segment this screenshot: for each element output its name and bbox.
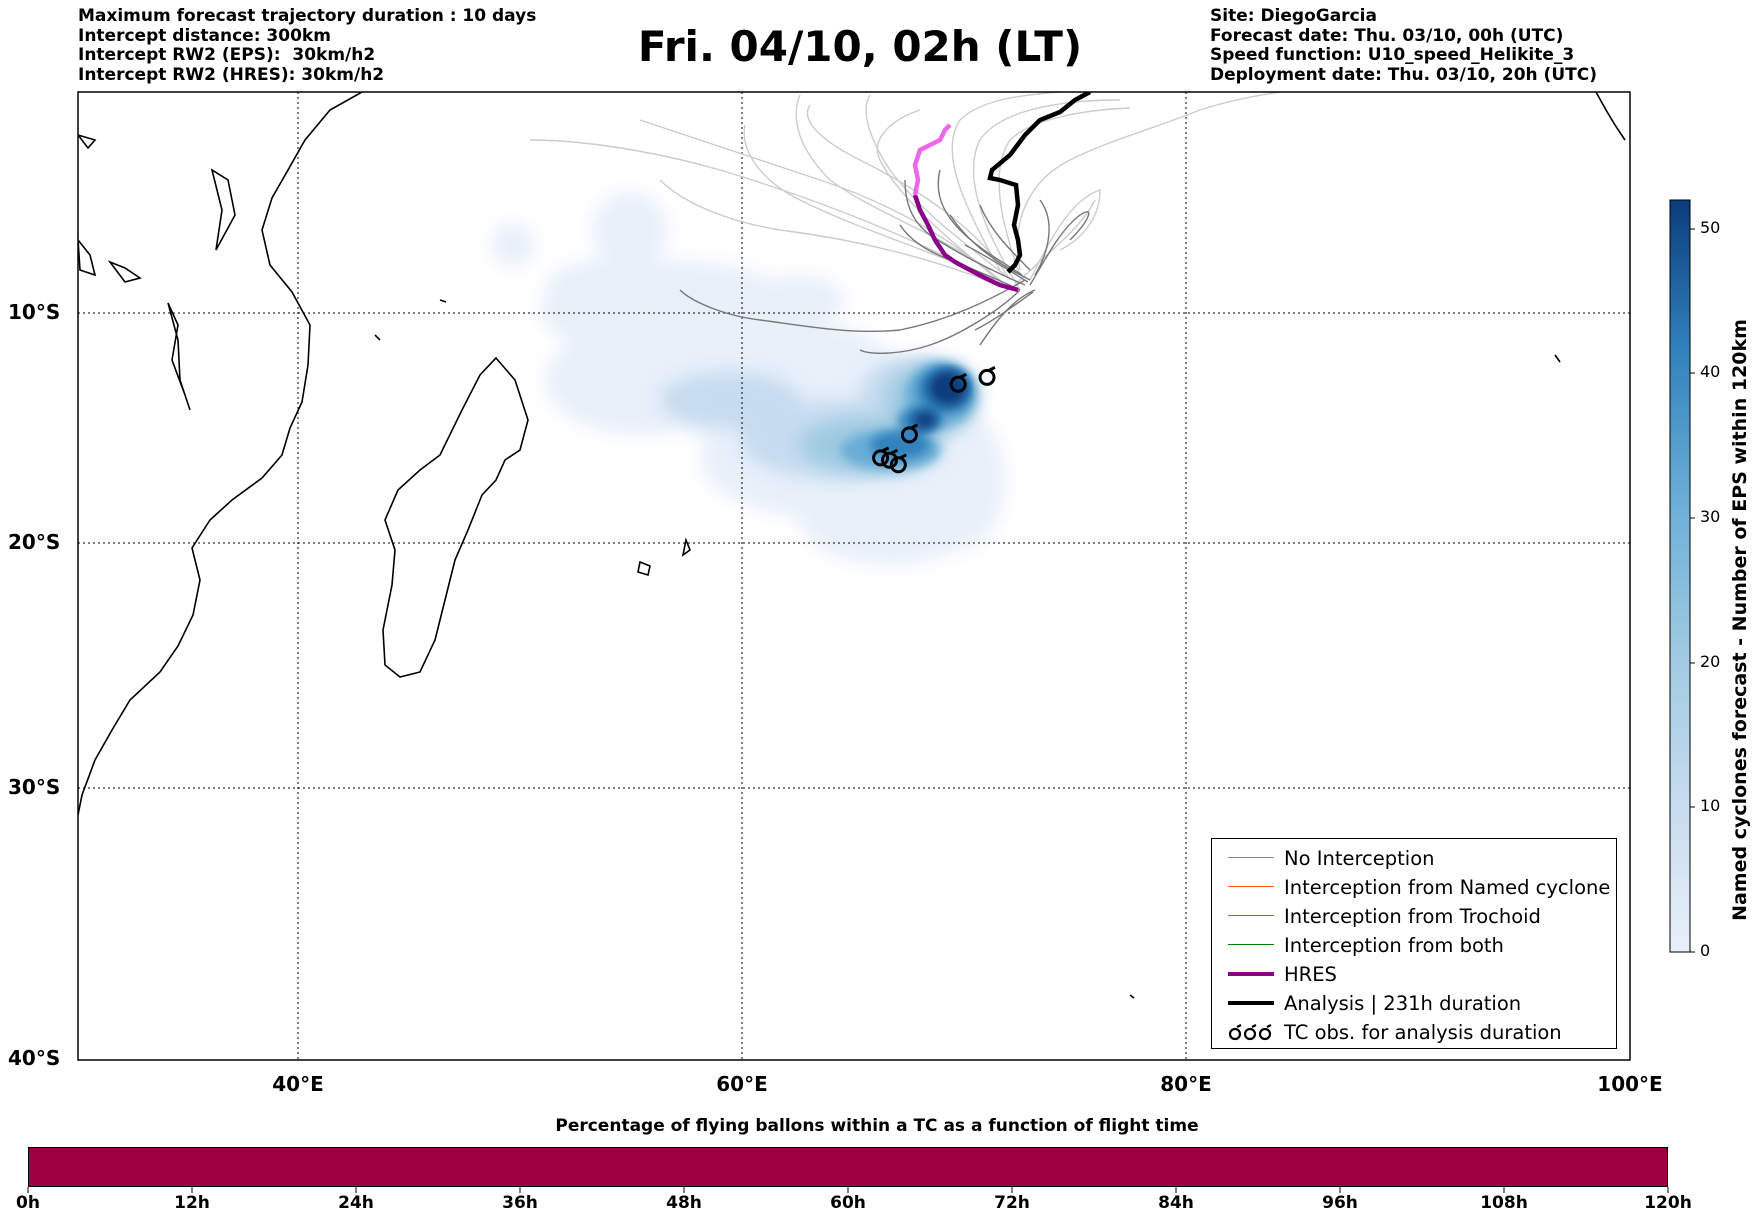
legend-item-both: Interception from both (1220, 931, 1610, 960)
legend-item-no-interception: No Interception (1220, 844, 1610, 873)
flight-tick-60h: 60h (830, 1193, 866, 1213)
deployment-date-text: Deployment date: Thu. 03/10, 20h (UTC) (1210, 64, 1597, 85)
flight-tick-24h: 24h (338, 1193, 374, 1213)
lon-label-60e: 60°E (716, 1072, 768, 1096)
tc-obs-symbol (880, 448, 899, 469)
lat-label-10s: 10°S (8, 300, 61, 324)
lat-label-20s: 20°S (8, 530, 61, 554)
intercept-eps-text: Intercept RW2 (EPS): 30km/h2 (78, 45, 376, 65)
lon-label-40e: 40°E (272, 1072, 324, 1096)
flight-tick-84h: 84h (1158, 1193, 1194, 1213)
max-duration-text: Maximum forecast trajectory duration : 1… (78, 6, 537, 26)
lon-label-100e: 100°E (1597, 1072, 1663, 1096)
tc-obs-symbol (949, 372, 967, 393)
map-legend: No Interception Interception from Named … (1211, 838, 1617, 1049)
colorbar-tick-30: 30 (1700, 507, 1721, 526)
site-text: Site: DiegoGarcia (1210, 6, 1377, 26)
colorbar-tick-0: 0 (1700, 941, 1711, 960)
intercept-hres-text: Intercept RW2 (HRES): 30km/h2 (78, 64, 385, 85)
flight-tick-48h: 48h (666, 1193, 702, 1213)
hres-trajectory (912, 194, 1019, 293)
flight-bar-title: Percentage of flying ballons within a TC… (555, 1116, 1199, 1136)
forecast-date-text: Forecast date: Thu. 03/10, 00h (UTC) (1210, 25, 1564, 46)
lat-label-30s: 30°S (8, 775, 61, 799)
colorbar (1669, 199, 1691, 953)
tc-obs-symbol (978, 366, 996, 386)
legend-item-trochoid: Interception from Trochoid (1220, 902, 1610, 931)
colorbar-tick-10: 10 (1700, 796, 1721, 815)
speed-function-text: Speed function: U10_speed_Helikite_3 (1210, 45, 1575, 65)
lon-label-80e: 80°E (1160, 1072, 1212, 1096)
flight-tick-120h: 120h (1644, 1193, 1692, 1213)
flight-tick-108h: 108h (1480, 1193, 1528, 1213)
tc-obs-symbol (872, 446, 890, 467)
flight-tick-12h: 12h (174, 1193, 210, 1213)
coastlines (78, 92, 1626, 999)
hres-recent-trajectory (912, 123, 952, 196)
colorbar-tick-50: 50 (1700, 218, 1721, 237)
tc-obs-symbol (900, 423, 919, 444)
flight-tick-72h: 72h (994, 1193, 1030, 1213)
header-left-info: Maximum forecast trajectory duration : 1… (78, 6, 537, 85)
cyclone-symbol-icon (1228, 1024, 1272, 1041)
map-gridlines (78, 92, 1630, 1060)
lat-label-40s: 40°S (8, 1046, 61, 1070)
page-title: Fri. 04/10, 02h (LT) (637, 22, 1083, 71)
flight-time-bar (28, 1147, 1668, 1187)
colorbar-tick-20: 20 (1700, 652, 1721, 671)
legend-item-analysis: Analysis | 231h duration (1220, 989, 1610, 1018)
flight-tick-36h: 36h (502, 1193, 538, 1213)
analysis-trajectory (987, 92, 1092, 274)
colorbar-label: Named cyclones forecast - Number of EPS … (1729, 319, 1751, 921)
flight-tick-0h: 0h (16, 1193, 40, 1213)
tc-obs-symbol (889, 453, 908, 474)
tc-obs-symbols (872, 366, 996, 474)
legend-item-hres: HRES (1220, 960, 1610, 989)
cyclone-density-field (491, 192, 1005, 565)
header-right-info: Site: DiegoGarcia Forecast date: Thu. 03… (1210, 6, 1597, 85)
intercept-distance-text: Intercept distance: 300km (78, 25, 331, 46)
map-frame (77, 91, 1631, 1061)
ensemble-trajectories-early (529, 92, 1281, 291)
colorbar-tick-40: 40 (1700, 362, 1721, 381)
legend-item-tc-obs: TC obs. for analysis duration (1220, 1018, 1610, 1047)
flight-tick-96h: 96h (1322, 1193, 1358, 1213)
legend-item-named-cyclone: Interception from Named cyclone (1220, 873, 1610, 902)
